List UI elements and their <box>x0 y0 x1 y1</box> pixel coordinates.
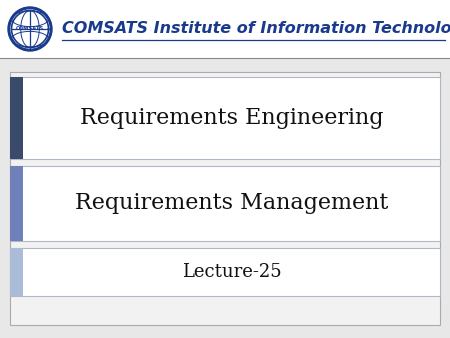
Text: Requirements Management: Requirements Management <box>75 193 388 215</box>
Bar <box>10 77 23 159</box>
Text: COMSATS Institute of Information Technology: COMSATS Institute of Information Technol… <box>62 21 450 35</box>
Circle shape <box>11 10 49 48</box>
Bar <box>10 77 440 159</box>
Bar <box>0 0 450 58</box>
Bar <box>10 166 23 241</box>
Text: Lecture-25: Lecture-25 <box>182 263 281 281</box>
Text: COMSATS: COMSATS <box>16 26 44 31</box>
Bar <box>10 72 440 325</box>
Circle shape <box>8 7 52 51</box>
Text: Requirements Engineering: Requirements Engineering <box>80 107 383 129</box>
Bar <box>10 248 23 296</box>
Bar <box>10 166 440 241</box>
Bar <box>10 248 440 296</box>
